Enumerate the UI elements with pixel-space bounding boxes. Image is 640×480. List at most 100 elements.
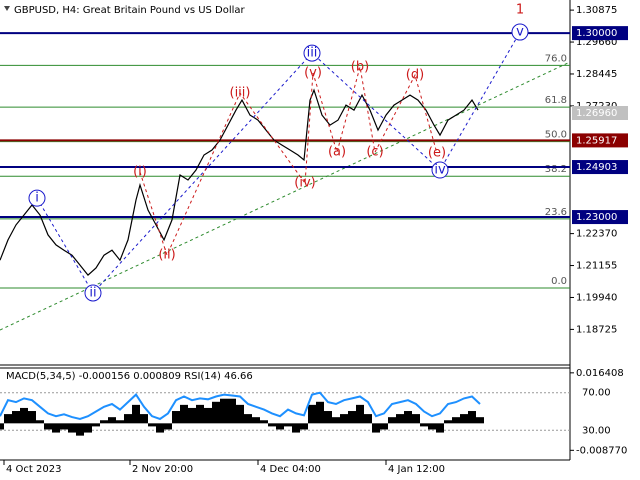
- macd-bar: [4, 414, 12, 424]
- y-tick-label: 0.016408: [576, 368, 624, 379]
- macd-bar: [20, 407, 28, 424]
- macd-bar: [292, 423, 300, 433]
- macd-bar: [60, 423, 68, 430]
- macd-bar: [36, 420, 44, 424]
- y-tick-label: 1.22370: [576, 229, 617, 240]
- macd-bar: [356, 404, 364, 424]
- fib-label: 0.0: [551, 276, 567, 287]
- wave-label: (c): [366, 145, 383, 160]
- y-tick-label: 1.29660: [576, 37, 617, 48]
- wave-marker: [511, 23, 529, 41]
- price-level-tag: [572, 26, 628, 41]
- macd-bar: [100, 420, 108, 424]
- price-level-tag: [572, 133, 628, 148]
- macd-bar: [468, 411, 476, 424]
- wave-label: i: [35, 191, 39, 206]
- macd-bar: [460, 414, 468, 424]
- x-tick-label: 4 Oct 2023: [6, 464, 61, 475]
- y-tick-label: 1.19940: [576, 292, 617, 303]
- wave-label: (iii): [230, 86, 251, 101]
- macd-bar: [28, 411, 36, 424]
- macd-bar: [68, 423, 76, 433]
- wave-marker: [431, 161, 449, 179]
- wave-degree-label: 1: [516, 3, 524, 18]
- macd-bar: [52, 423, 60, 433]
- macd-bar: [428, 423, 436, 430]
- price-line: [0, 88, 479, 276]
- fib-label: 50.0: [545, 130, 567, 141]
- rsi-line: [0, 391, 481, 421]
- macd-bar: [196, 404, 204, 424]
- price-level-label: 1.25917: [576, 135, 617, 146]
- price-level-tag: [572, 160, 628, 175]
- fib-label: 76.0: [545, 53, 567, 64]
- macd-bar: [364, 414, 372, 424]
- macd-bar: [396, 414, 404, 424]
- rsi-tick-label: 30.00: [582, 425, 611, 436]
- macd-bar: [220, 398, 228, 424]
- macd-bar: [276, 423, 284, 430]
- macd-bar: [324, 411, 332, 424]
- macd-bar: [348, 411, 356, 424]
- macd-bar: [124, 414, 132, 424]
- wave-label: iii: [307, 46, 318, 61]
- macd-bar: [84, 423, 92, 433]
- wave-label: (ii): [158, 248, 175, 263]
- macd-bar: [420, 423, 428, 427]
- wave-label: (v): [304, 66, 322, 81]
- macd-bar: [308, 404, 316, 424]
- price-level-label: 1.30000: [576, 28, 617, 39]
- macd-bar: [412, 414, 420, 424]
- macd-bar: [0, 423, 4, 430]
- macd-bar: [204, 407, 212, 424]
- symbol-icon: [4, 6, 10, 11]
- price-level-label: 1.23000: [576, 212, 617, 223]
- macd-bar: [212, 401, 220, 424]
- macd-bar: [132, 404, 140, 424]
- macd-bar: [188, 407, 196, 424]
- macd-bar: [164, 423, 172, 430]
- wave-label: v: [516, 25, 524, 40]
- macd-bar: [172, 411, 180, 424]
- macd-bar: [148, 423, 156, 427]
- macd-bar: [268, 423, 276, 427]
- macd-bar: [404, 411, 412, 424]
- wave-marker: [28, 189, 46, 207]
- macd-bar: [116, 420, 124, 424]
- chart-title: GBPUSD, H4: Great Britain Pound vs US Do…: [14, 5, 246, 16]
- macd-bar: [340, 414, 348, 424]
- macd-bar: [252, 417, 260, 424]
- macd-bar: [244, 414, 252, 424]
- wave-marker: [303, 44, 321, 62]
- rsi-tick-label: 70.00: [582, 388, 611, 399]
- y-tick-label: 1.30875: [576, 5, 617, 16]
- macd-bar: [260, 420, 268, 424]
- macd-bar: [180, 404, 188, 424]
- macd-bar: [436, 423, 444, 433]
- wave-label: (i): [133, 165, 147, 180]
- wave-label: (b): [351, 60, 369, 75]
- wave-label: (d): [406, 68, 424, 83]
- fib-label: 38.2: [545, 164, 567, 175]
- macd-bar: [236, 404, 244, 424]
- fib-label: 61.8: [545, 95, 567, 106]
- wave-marker: [84, 284, 102, 302]
- y-tick-label: -0.008770: [576, 445, 627, 456]
- x-tick-label: 2 Nov 20:00: [132, 464, 193, 475]
- macd-bar: [452, 417, 460, 424]
- wave-label: ii: [89, 285, 96, 300]
- indicator-title: MACD(5,34,5) -0.000156 0.000809 RSI(14) …: [6, 371, 253, 382]
- minor-wave-path: [139, 66, 438, 257]
- macd-bar: [332, 417, 340, 424]
- y-tick-label: 1.28445: [576, 69, 617, 80]
- current-price-label: 1.26960: [576, 108, 617, 119]
- macd-bar: [228, 398, 236, 424]
- y-tick-label: 1.21155: [576, 261, 617, 272]
- macd-bar: [156, 423, 164, 433]
- price-level-label: 1.24903: [576, 162, 617, 173]
- macd-bar: [284, 423, 292, 427]
- macd-bar: [476, 417, 484, 424]
- fib-label: 23.6: [545, 207, 567, 218]
